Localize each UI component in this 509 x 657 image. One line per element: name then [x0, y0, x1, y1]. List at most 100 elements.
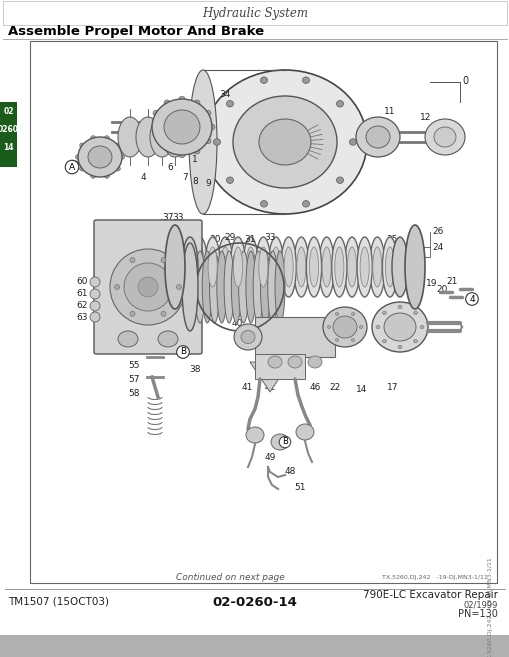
Text: TX,5260,DJ,242   -19-DJ,MN3-1/11: TX,5260,DJ,242 -19-DJ,MN3-1/11: [382, 574, 487, 579]
Ellipse shape: [130, 311, 135, 317]
Ellipse shape: [179, 152, 185, 158]
Text: 02-0260-14: 02-0260-14: [212, 595, 297, 608]
Text: 63: 63: [76, 313, 88, 323]
Ellipse shape: [193, 100, 200, 106]
Text: 02/1999: 02/1999: [463, 600, 497, 610]
Text: A: A: [69, 162, 75, 171]
Ellipse shape: [217, 237, 233, 297]
Ellipse shape: [213, 139, 220, 145]
Ellipse shape: [158, 331, 178, 347]
Text: 25: 25: [385, 235, 397, 244]
Ellipse shape: [216, 251, 227, 323]
Ellipse shape: [382, 237, 397, 297]
Text: 33: 33: [172, 212, 183, 221]
Ellipse shape: [268, 237, 283, 297]
Ellipse shape: [153, 138, 159, 144]
Ellipse shape: [372, 247, 381, 287]
Ellipse shape: [115, 166, 120, 171]
Ellipse shape: [231, 251, 241, 323]
Ellipse shape: [79, 166, 84, 171]
Ellipse shape: [230, 237, 245, 297]
Text: 1: 1: [192, 154, 197, 164]
Circle shape: [90, 277, 100, 287]
Ellipse shape: [358, 325, 362, 328]
FancyBboxPatch shape: [94, 220, 202, 354]
Ellipse shape: [332, 316, 356, 338]
Ellipse shape: [104, 173, 109, 178]
Ellipse shape: [124, 263, 172, 311]
Ellipse shape: [260, 200, 267, 207]
Ellipse shape: [334, 313, 338, 315]
Ellipse shape: [118, 331, 138, 347]
Ellipse shape: [209, 251, 219, 323]
Ellipse shape: [163, 117, 187, 157]
Text: 57: 57: [128, 374, 140, 384]
Ellipse shape: [347, 247, 356, 287]
Ellipse shape: [205, 138, 211, 144]
Text: Hydraulic System: Hydraulic System: [202, 7, 307, 20]
Ellipse shape: [383, 313, 415, 341]
Text: 37: 37: [162, 212, 174, 221]
Ellipse shape: [413, 340, 417, 343]
Ellipse shape: [260, 77, 267, 83]
Ellipse shape: [130, 258, 135, 263]
Ellipse shape: [104, 136, 109, 140]
Text: 54: 54: [128, 348, 140, 357]
Text: 33: 33: [264, 233, 275, 242]
Ellipse shape: [164, 100, 169, 106]
Ellipse shape: [334, 247, 343, 287]
Ellipse shape: [327, 325, 330, 328]
Ellipse shape: [223, 251, 234, 323]
Text: TM1507 (15OCT03): TM1507 (15OCT03): [8, 597, 109, 607]
Text: 20: 20: [436, 284, 447, 294]
Ellipse shape: [258, 247, 267, 287]
Ellipse shape: [205, 110, 211, 116]
Text: 58: 58: [128, 388, 140, 397]
Ellipse shape: [267, 356, 281, 368]
Text: 46: 46: [308, 382, 320, 392]
Ellipse shape: [203, 70, 366, 214]
Ellipse shape: [115, 284, 119, 290]
Text: 11: 11: [383, 108, 395, 116]
Ellipse shape: [193, 148, 200, 154]
Ellipse shape: [233, 96, 336, 188]
Text: 41: 41: [241, 382, 252, 392]
Ellipse shape: [241, 330, 254, 344]
Ellipse shape: [271, 247, 280, 287]
Text: Assemble Propel Motor And Brake: Assemble Propel Motor And Brake: [8, 26, 264, 39]
Ellipse shape: [259, 119, 310, 165]
Ellipse shape: [75, 155, 80, 159]
Ellipse shape: [365, 126, 389, 148]
Text: 30: 30: [209, 235, 220, 244]
Ellipse shape: [288, 356, 301, 368]
Ellipse shape: [369, 237, 384, 297]
Ellipse shape: [202, 251, 212, 323]
Ellipse shape: [336, 101, 343, 107]
Ellipse shape: [322, 247, 330, 287]
Ellipse shape: [238, 251, 248, 323]
Text: 38: 38: [189, 365, 201, 373]
Ellipse shape: [150, 117, 174, 157]
Ellipse shape: [274, 251, 285, 323]
Ellipse shape: [295, 424, 314, 440]
Ellipse shape: [161, 258, 165, 263]
Ellipse shape: [419, 325, 423, 328]
Ellipse shape: [385, 247, 394, 287]
Text: 60: 60: [76, 277, 88, 286]
Text: 0260: 0260: [0, 125, 19, 135]
Ellipse shape: [252, 251, 263, 323]
Ellipse shape: [220, 247, 230, 287]
Ellipse shape: [334, 338, 338, 342]
Ellipse shape: [351, 338, 354, 342]
Text: TX,5260,DJ,242   -19-DJ,MN3-1/11: TX,5260,DJ,242 -19-DJ,MN3-1/11: [487, 557, 492, 657]
Ellipse shape: [391, 237, 407, 297]
Ellipse shape: [309, 247, 318, 287]
Text: 4: 4: [140, 173, 146, 181]
Text: 6: 6: [167, 162, 173, 171]
Ellipse shape: [267, 251, 277, 323]
Ellipse shape: [280, 237, 296, 297]
Text: 14: 14: [3, 143, 14, 152]
Ellipse shape: [245, 251, 256, 323]
Ellipse shape: [161, 311, 165, 317]
Ellipse shape: [331, 237, 346, 297]
